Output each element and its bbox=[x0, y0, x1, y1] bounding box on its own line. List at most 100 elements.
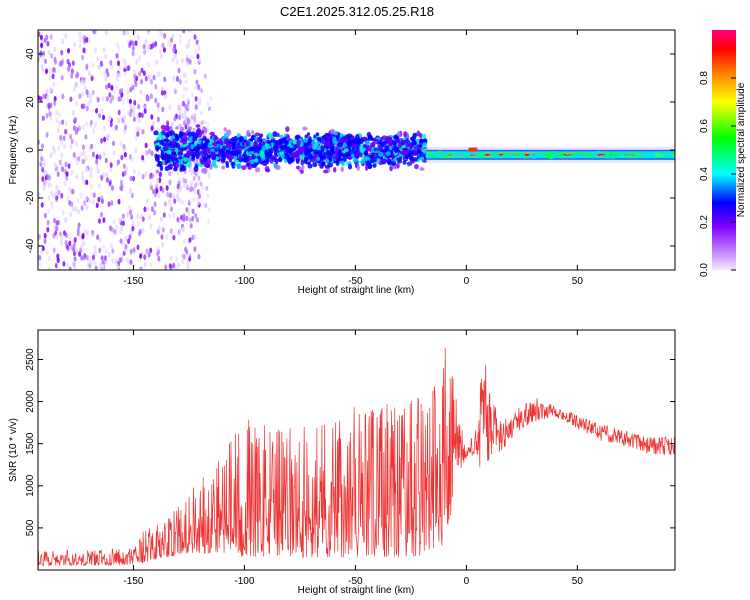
spectrogram-point bbox=[90, 191, 94, 198]
spectrogram-point bbox=[154, 153, 158, 159]
spectrogram-point bbox=[261, 145, 267, 151]
spectrogram-point bbox=[541, 151, 548, 155]
spectrogram-point bbox=[117, 118, 121, 124]
spectrogram-point bbox=[143, 108, 147, 114]
spectrogram-point bbox=[96, 234, 100, 241]
spectrogram-point bbox=[103, 125, 107, 132]
spectrogram-point bbox=[89, 173, 93, 179]
spectrogram-point bbox=[147, 252, 151, 258]
spectrogram-point bbox=[178, 33, 182, 40]
spectrogram-point bbox=[117, 96, 121, 102]
spectrogram-point bbox=[73, 256, 77, 262]
spectrogram-point bbox=[188, 168, 192, 174]
spectrogram-point bbox=[148, 148, 152, 155]
spectrogram-point bbox=[150, 125, 154, 131]
spectrogram-point bbox=[328, 152, 334, 159]
spectrogram-point bbox=[176, 183, 180, 190]
spectrogram-point bbox=[364, 160, 371, 165]
spectrogram-point bbox=[457, 152, 464, 156]
spectrogram-point bbox=[128, 234, 132, 240]
spectrogram-point bbox=[246, 129, 251, 137]
spectrogram-point bbox=[128, 209, 132, 215]
y-tick-label: 1000 bbox=[25, 474, 36, 497]
spectrogram-point bbox=[323, 169, 329, 174]
spectrogram-point bbox=[102, 217, 106, 223]
spectrogram-point bbox=[294, 135, 300, 140]
spectrogram-point bbox=[158, 71, 162, 77]
spectrogram-point bbox=[88, 167, 92, 173]
spectrogram-point bbox=[58, 159, 62, 166]
spectrogram-point bbox=[98, 237, 102, 243]
spectrogram-point bbox=[132, 168, 136, 175]
snr-y-ticks: 500 1000 1500 2000 2500 bbox=[25, 348, 675, 536]
spectrogram-point bbox=[197, 85, 201, 91]
colorbar: 0.0 0.2 0.4 0.6 0.8 Normalized spectral ampl… bbox=[699, 30, 747, 277]
spectrogram-point bbox=[295, 158, 300, 164]
spectrogram-point bbox=[79, 192, 83, 198]
spectrogram-point bbox=[278, 134, 284, 139]
spectrogram-point bbox=[139, 266, 143, 270]
spectrogram-point bbox=[169, 125, 173, 132]
spectrogram-point bbox=[64, 161, 68, 168]
spectrogram-point bbox=[146, 30, 150, 35]
spectrogram-point bbox=[124, 124, 128, 131]
spectrogram-point bbox=[321, 162, 326, 167]
spectrogram-point bbox=[134, 40, 138, 46]
spectrogram-point bbox=[378, 151, 384, 158]
spectrogram-point bbox=[200, 159, 206, 165]
spectrogram-point bbox=[87, 70, 91, 77]
spectrogram-point bbox=[402, 147, 408, 151]
spectrogram-point bbox=[197, 45, 201, 51]
spectrogram-point bbox=[275, 165, 281, 171]
spectrogram-point bbox=[178, 39, 182, 45]
spectrogram-point bbox=[87, 37, 91, 44]
spectrogram-point bbox=[442, 155, 448, 159]
spectrogram-point bbox=[77, 222, 81, 228]
spectrogram-point bbox=[413, 145, 418, 151]
spectrogram-point bbox=[84, 134, 88, 140]
spectrogram-point bbox=[303, 138, 309, 143]
spectrogram-point bbox=[199, 110, 203, 116]
spectrogram-point bbox=[186, 118, 190, 124]
snr-frame bbox=[37, 329, 676, 571]
spectrogram-point bbox=[116, 159, 120, 165]
spectrogram-point bbox=[421, 148, 426, 153]
spectrogram-point bbox=[332, 136, 337, 143]
spectrogram-point bbox=[393, 134, 399, 140]
spectrogram-point bbox=[195, 217, 199, 223]
colorbar-title: Normalized spectral amplitude bbox=[736, 82, 747, 217]
spectrogram-point bbox=[255, 167, 261, 173]
spectrogram-point bbox=[116, 60, 120, 67]
spectrogram-point bbox=[43, 37, 47, 44]
spectrogram-point bbox=[161, 187, 165, 194]
spectrogram-point bbox=[512, 153, 520, 157]
spectrogram-point bbox=[161, 227, 165, 233]
spectrogram-point bbox=[583, 152, 590, 156]
spectrogram-point bbox=[150, 206, 154, 212]
spectrogram-point bbox=[61, 210, 65, 216]
spectrogram-point bbox=[307, 153, 313, 160]
spectrogram-point bbox=[181, 93, 185, 99]
x-tick-label: 50 bbox=[572, 276, 584, 287]
spectrogram-point bbox=[125, 30, 129, 36]
spectrogram-point bbox=[145, 150, 149, 156]
spectrogram-point bbox=[69, 143, 73, 150]
spectrogram-point bbox=[284, 139, 289, 144]
spectrogram-point bbox=[104, 53, 108, 60]
spectrogram-point bbox=[100, 108, 104, 114]
spectrogram-point bbox=[44, 68, 48, 75]
spectrogram-point bbox=[128, 204, 132, 211]
x-tick-label: -100 bbox=[234, 276, 254, 287]
spectrogram-point bbox=[157, 225, 161, 231]
spectrogram-point bbox=[341, 160, 345, 167]
spectrogram-point bbox=[307, 163, 313, 169]
spectrogram-point bbox=[47, 49, 51, 56]
spectrogram-point bbox=[96, 96, 100, 103]
spectrogram-point bbox=[58, 61, 62, 67]
spectrogram-point bbox=[274, 158, 279, 165]
spectrogram-point bbox=[160, 124, 166, 130]
spectrogram-point bbox=[50, 190, 54, 196]
spectrogram-point bbox=[161, 42, 165, 49]
spectrogram-point bbox=[397, 130, 401, 138]
spectrogram-point bbox=[206, 122, 210, 127]
